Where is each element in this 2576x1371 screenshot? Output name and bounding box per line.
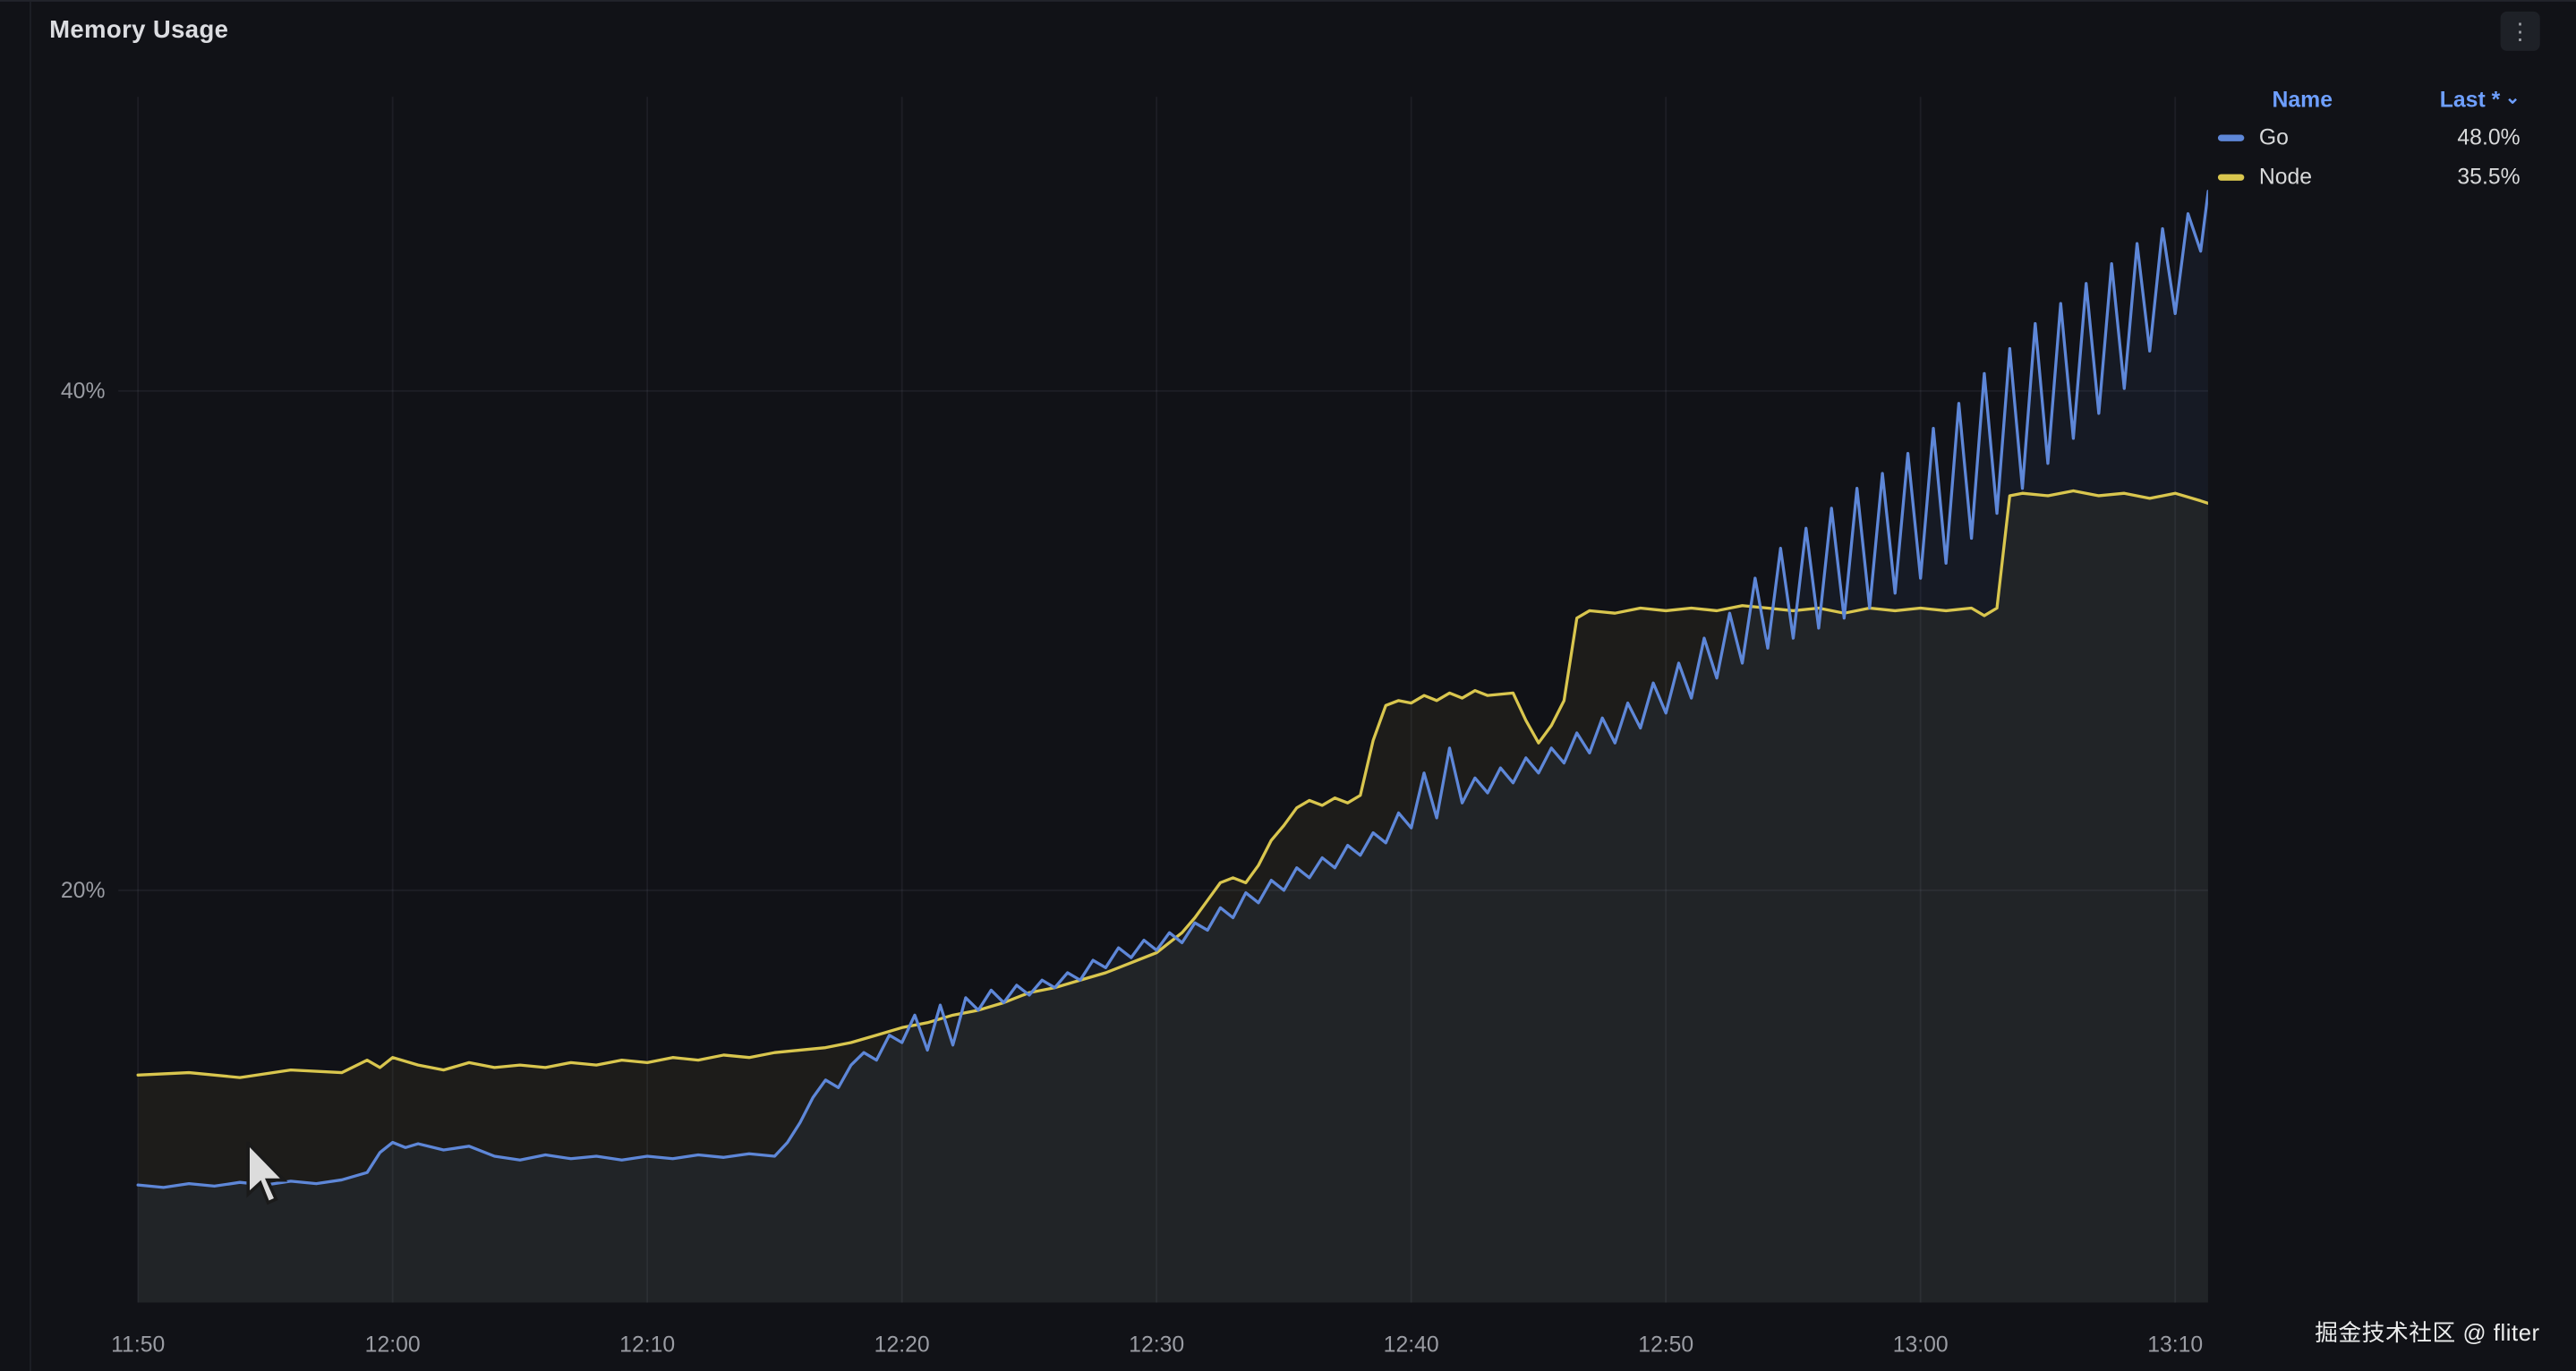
legend-sort-last-label: Last * [2439,87,2501,112]
x-tick-label: 12:20 [874,1333,930,1358]
x-tick-label: 12:50 [1638,1333,1693,1358]
legend-series-value: 35.5% [2457,164,2521,190]
series-color-swatch [2217,133,2245,141]
x-tick-label: 12:00 [365,1333,421,1358]
legend-series-label: Go [2258,124,2289,150]
x-tick-label: 12:40 [1384,1333,1439,1358]
legend-sort-name[interactable]: Name [2272,87,2333,112]
series-line-Go [136,190,2208,1189]
x-tick-label: 11:50 [111,1333,165,1358]
legend-sort-last[interactable]: Last * ⌄ [2440,87,2521,112]
x-tick-label: 12:30 [1129,1333,1184,1358]
legend-series-value: 48.0% [2457,124,2521,150]
panel-border [30,1,31,1371]
x-tick-label: 12:10 [619,1333,675,1358]
y-tick-label: 40% [61,379,106,404]
legend-header: Name Last * ⌄ [2218,87,2521,112]
legend-series-label: Node [2258,164,2313,190]
series-color-swatch [2217,173,2245,180]
chevron-down-icon: ⌄ [2504,89,2521,109]
x-tick-label: 13:00 [1893,1333,1949,1358]
panel-title[interactable]: Memory Usage [49,16,229,45]
legend-row-go[interactable]: Go 48.0% [2217,124,2521,150]
panel-menu-button[interactable]: ⋮ [2500,11,2540,51]
watermark: 掘金技术社区 @ fliter [2315,1318,2540,1346]
legend-row-node[interactable]: Node 35.5% [2217,164,2521,190]
series-area-Go [138,192,2208,1303]
legend: Name Last * ⌄ Go 48.0% Node 35.5% [2217,87,2521,203]
x-tick-label: 13:10 [2147,1333,2203,1358]
y-tick-label: 20% [61,879,106,903]
kebab-icon: ⋮ [2508,18,2532,45]
